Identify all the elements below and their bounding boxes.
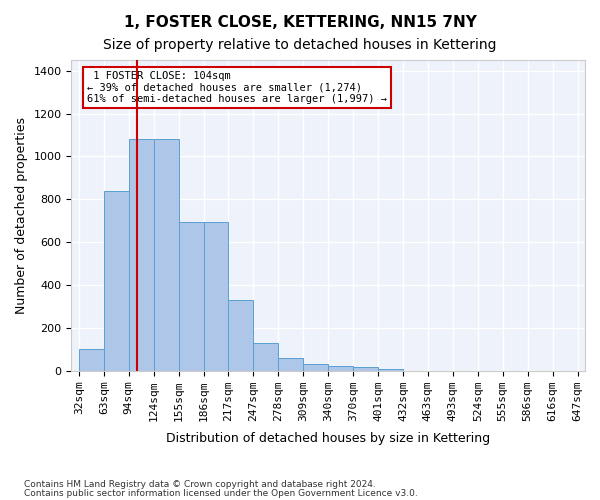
Bar <box>229 300 253 370</box>
Text: 1, FOSTER CLOSE, KETTERING, NN15 7NY: 1, FOSTER CLOSE, KETTERING, NN15 7NY <box>124 15 476 30</box>
Text: Contains HM Land Registry data © Crown copyright and database right 2024.: Contains HM Land Registry data © Crown c… <box>24 480 376 489</box>
Bar <box>154 140 179 370</box>
Bar <box>203 222 229 370</box>
Bar <box>79 349 104 370</box>
Bar <box>129 140 154 370</box>
Text: Size of property relative to detached houses in Kettering: Size of property relative to detached ho… <box>103 38 497 52</box>
Bar <box>253 343 278 370</box>
Text: Contains public sector information licensed under the Open Government Licence v3: Contains public sector information licen… <box>24 488 418 498</box>
Bar <box>179 222 203 370</box>
Bar <box>328 366 353 370</box>
Text: 1 FOSTER CLOSE: 104sqm
← 39% of detached houses are smaller (1,274)
61% of semi-: 1 FOSTER CLOSE: 104sqm ← 39% of detached… <box>87 71 387 104</box>
X-axis label: Distribution of detached houses by size in Kettering: Distribution of detached houses by size … <box>166 432 490 445</box>
Bar <box>378 368 403 370</box>
Bar <box>104 190 129 370</box>
Bar <box>278 358 303 370</box>
Bar <box>353 368 378 370</box>
Bar <box>303 364 328 370</box>
Y-axis label: Number of detached properties: Number of detached properties <box>15 117 28 314</box>
